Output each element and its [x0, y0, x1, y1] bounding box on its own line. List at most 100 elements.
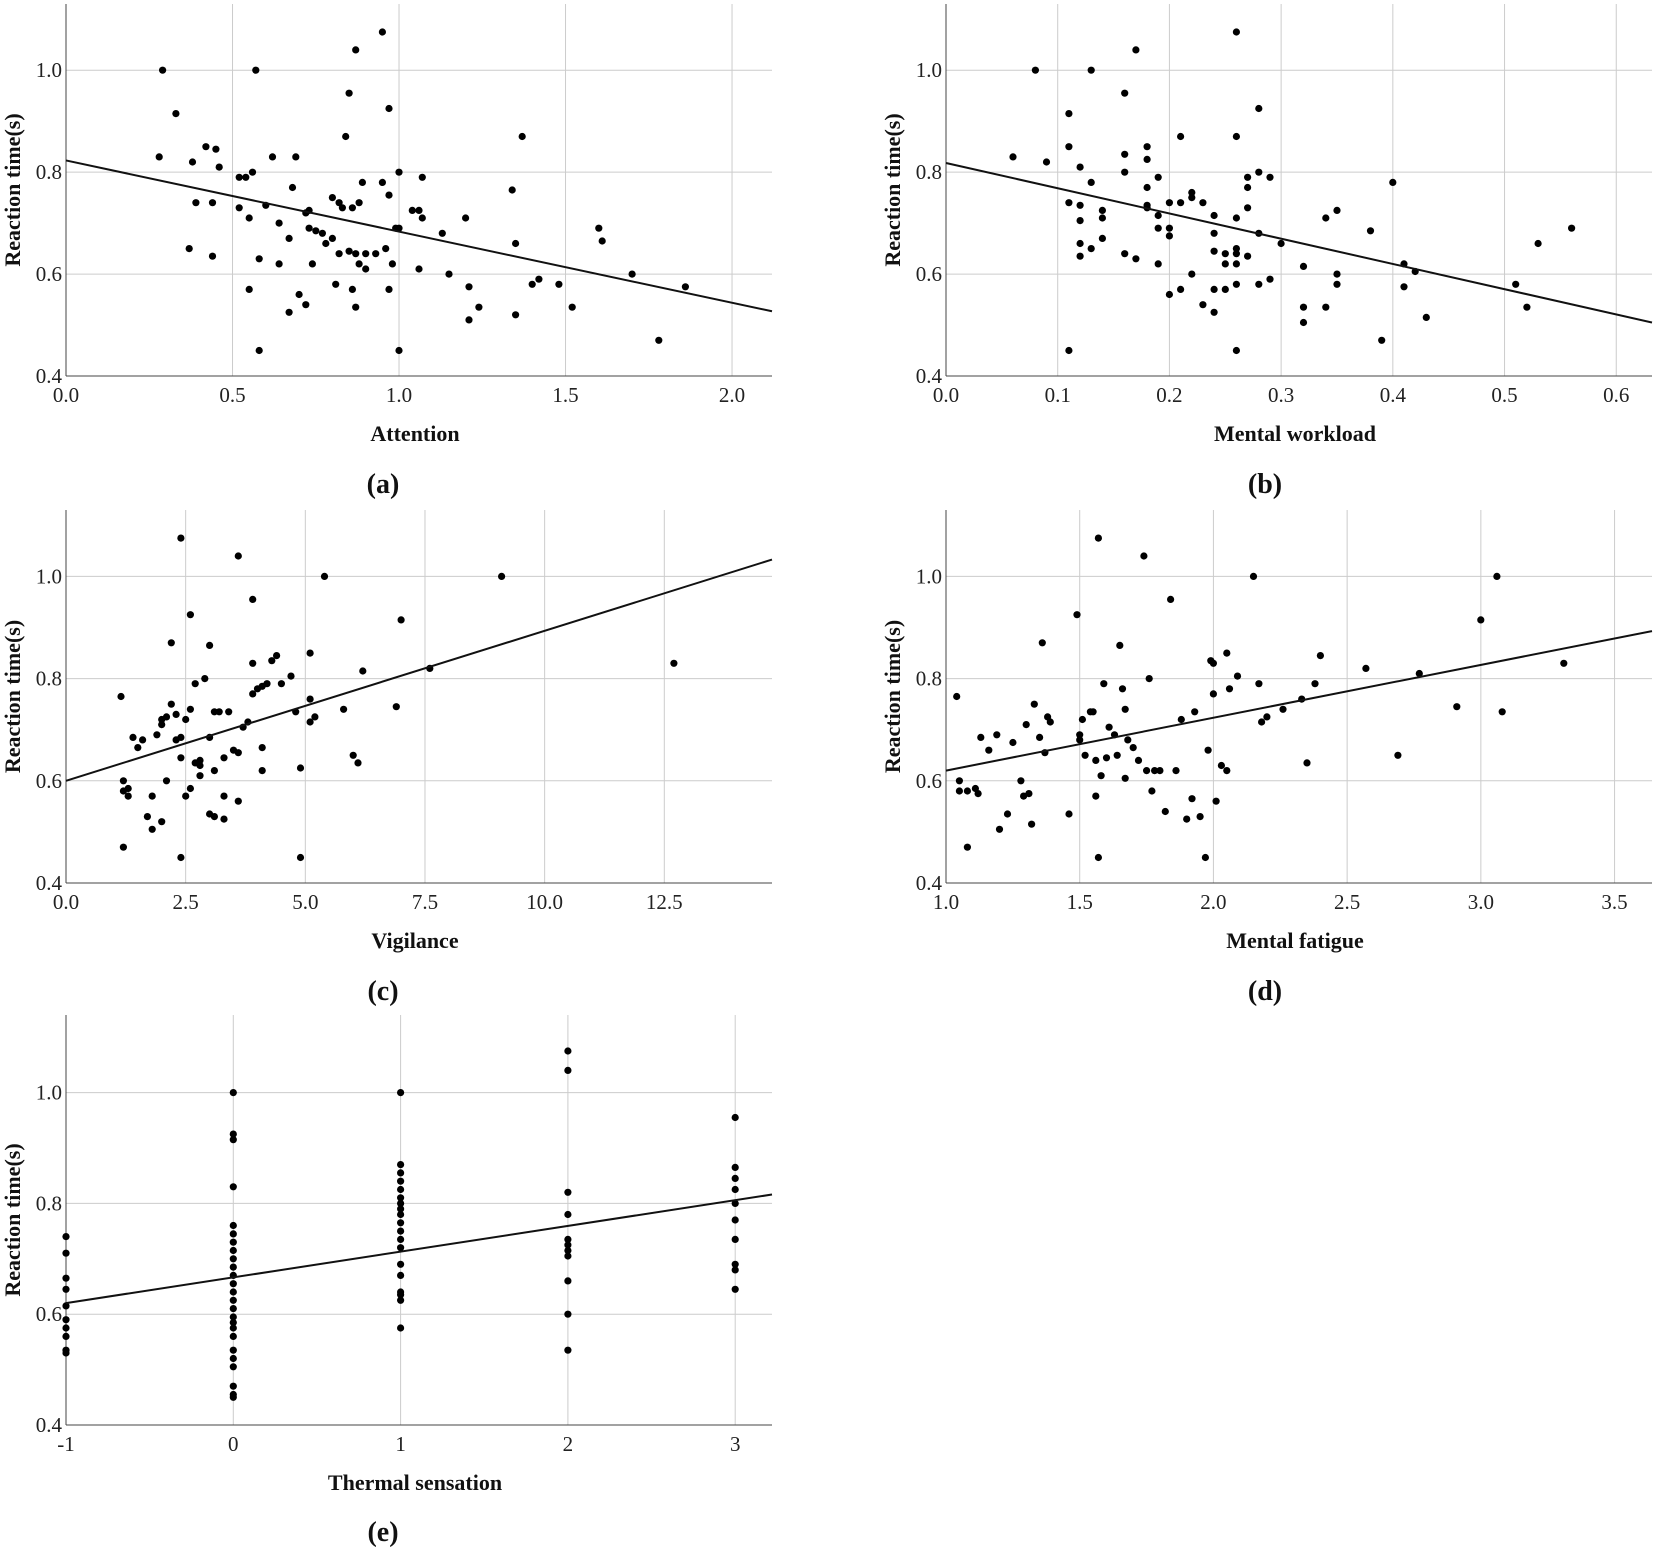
data-point — [397, 1227, 405, 1235]
x-axis-title: Thermal sensation — [328, 1470, 502, 1495]
data-point — [628, 270, 636, 278]
data-point — [245, 214, 253, 222]
panel-label: (c) — [367, 976, 398, 1007]
data-point — [1092, 792, 1100, 800]
data-point — [62, 1302, 70, 1310]
data-point — [234, 749, 242, 757]
data-point — [275, 219, 283, 227]
data-point — [1102, 754, 1111, 762]
data-point — [328, 194, 336, 202]
regression-line — [65, 1193, 773, 1305]
data-point — [229, 1230, 237, 1238]
panel-label: (e) — [367, 1517, 398, 1547]
data-point — [1042, 158, 1051, 166]
data-point — [1210, 229, 1218, 237]
data-point — [275, 260, 283, 268]
data-point — [518, 132, 526, 141]
y-axis-title: Reaction time(s) — [880, 113, 905, 266]
data-point — [1121, 150, 1129, 158]
data-point — [1366, 227, 1375, 235]
data-point — [1210, 247, 1218, 255]
x-tick-label: 3.0 — [1468, 890, 1494, 914]
data-point — [397, 1161, 405, 1169]
data-point — [731, 1185, 739, 1194]
data-point — [1188, 795, 1196, 803]
data-point — [974, 790, 982, 798]
data-point — [296, 764, 305, 772]
data-point — [1116, 641, 1124, 650]
data-point — [995, 825, 1004, 833]
data-point — [296, 853, 305, 862]
data-point — [362, 250, 370, 258]
data-point — [1092, 756, 1100, 765]
data-point — [196, 772, 204, 780]
data-point — [220, 792, 228, 800]
data-point — [338, 204, 346, 212]
data-point — [1210, 211, 1218, 220]
data-point — [1143, 143, 1151, 151]
data-point — [397, 1260, 405, 1268]
data-point — [564, 1210, 572, 1219]
data-point — [1065, 143, 1073, 151]
data-point — [288, 183, 297, 192]
data-point — [1560, 659, 1568, 667]
data-point — [196, 761, 204, 770]
data-point — [1333, 280, 1341, 288]
data-point — [397, 1169, 405, 1177]
data-point — [148, 792, 156, 800]
data-point — [1210, 285, 1218, 293]
data-point — [249, 595, 257, 604]
data-point — [1255, 104, 1263, 113]
data-point — [167, 639, 175, 647]
data-point — [1279, 705, 1287, 713]
data-point — [229, 1296, 237, 1304]
data-point — [1477, 616, 1485, 624]
x-tick-label: 3 — [730, 1432, 741, 1456]
data-point — [1188, 194, 1196, 202]
data-point — [255, 255, 263, 263]
data-point — [1209, 690, 1217, 698]
data-point — [305, 224, 313, 232]
data-point — [731, 1266, 739, 1274]
data-point — [285, 308, 293, 316]
data-point — [177, 733, 185, 742]
data-point — [564, 1047, 572, 1055]
data-point — [1148, 787, 1156, 795]
data-point — [358, 178, 366, 186]
data-point — [1523, 303, 1531, 311]
regression-line — [945, 162, 1653, 324]
data-point — [1534, 239, 1542, 248]
data-point — [1094, 853, 1102, 862]
data-point — [564, 1346, 572, 1354]
data-point — [564, 1252, 572, 1260]
x-tick-label: 2 — [563, 1432, 574, 1456]
data-point — [385, 285, 393, 293]
data-point — [1244, 204, 1252, 212]
data-point — [963, 843, 972, 851]
data-point — [1223, 767, 1231, 775]
data-point — [234, 797, 242, 805]
data-point — [1098, 206, 1106, 214]
data-point — [158, 715, 166, 724]
y-axis-title: Reaction time(s) — [880, 620, 905, 773]
data-point — [1038, 639, 1046, 647]
data-point — [1232, 280, 1240, 288]
data-point — [229, 1354, 237, 1363]
data-point — [188, 158, 197, 166]
data-point — [1143, 155, 1151, 163]
data-point — [397, 1291, 405, 1299]
panel-label: (b) — [1248, 469, 1282, 500]
data-point — [177, 534, 185, 542]
x-tick-label: 0.2 — [1156, 383, 1182, 407]
data-point — [977, 733, 985, 742]
data-point — [1165, 224, 1173, 232]
data-point — [355, 260, 363, 268]
data-point — [312, 227, 320, 235]
data-point — [528, 280, 536, 288]
data-point — [1221, 260, 1229, 268]
data-point — [1232, 214, 1240, 222]
data-point — [1493, 572, 1501, 581]
data-point — [1299, 318, 1308, 327]
data-point — [215, 708, 223, 716]
data-point — [229, 1136, 237, 1144]
